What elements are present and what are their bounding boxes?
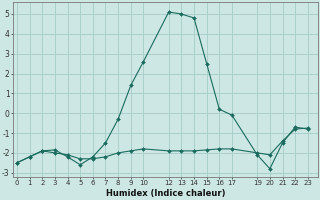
X-axis label: Humidex (Indice chaleur): Humidex (Indice chaleur) [106, 189, 225, 198]
